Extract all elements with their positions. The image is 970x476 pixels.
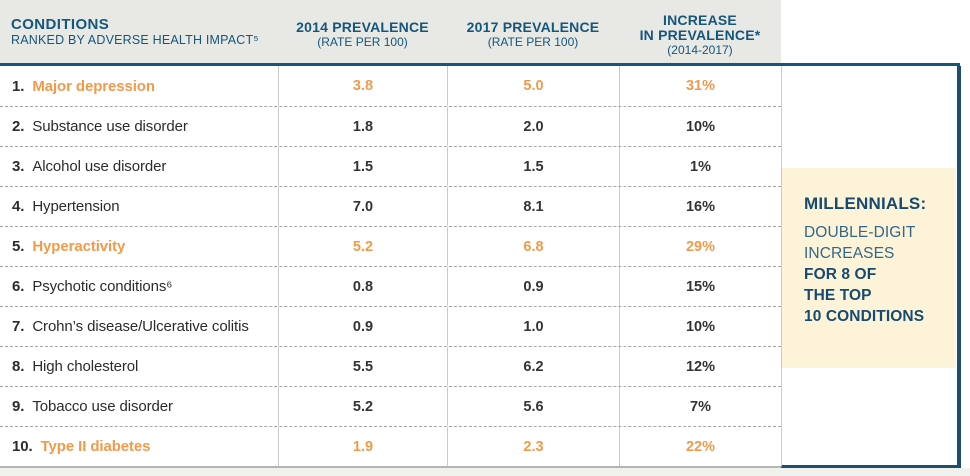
increase-value: 12%: [619, 347, 781, 386]
increase-value: 15%: [619, 267, 781, 306]
prevalence-2017-value: 8.1: [447, 187, 619, 226]
prevalence-2014-value: 5.2: [278, 387, 447, 426]
increase-value: 22%: [619, 427, 781, 466]
condition-cell: 7. Crohn’s disease/Ulcerative colitis: [0, 318, 278, 335]
header-2017-sublabel: (RATE PER 100): [487, 35, 579, 49]
condition-name: Major depression: [32, 77, 155, 95]
prevalence-2017-value: 5.0: [447, 66, 619, 106]
prevalence-2017-value: 6.8: [447, 227, 619, 266]
header-increase: INCREASE IN PREVALENCE* (2014-2017): [619, 0, 781, 63]
condition-cell: 6. Psychotic conditions⁶: [0, 278, 278, 295]
prevalence-2014-value: 7.0: [278, 187, 447, 226]
condition-name: Alcohol use disorder: [32, 158, 167, 175]
condition-name: Hyperactivity: [32, 238, 126, 255]
header-increase-sublabel: (2014-2017): [667, 42, 733, 57]
rank-label: 3.: [12, 158, 25, 175]
table-header: CONDITIONS RANKED BY ADVERSE HEALTH IMPA…: [0, 0, 781, 63]
condition-name: Tobacco use disorder: [32, 398, 173, 415]
callout-line: DOUBLE-DIGIT: [804, 224, 916, 241]
prevalence-2014-value: 1.8: [278, 107, 447, 146]
condition-name: High cholesterol: [32, 358, 139, 375]
callout-line: INCREASES: [804, 245, 895, 262]
increase-value: 10%: [619, 107, 781, 146]
bottom-strip: [0, 468, 970, 476]
conditions-table-body: 1. Major depression 3.8 5.0 31% 2. Substan…: [0, 66, 781, 466]
prevalence-2014-value: 0.8: [278, 267, 447, 306]
condition-cell: 5. Hyperactivity: [0, 238, 278, 255]
condition-cell: 3. Alcohol use disorder: [0, 158, 278, 175]
table-row: 7. Crohn’s disease/Ulcerative colitis 0.9…: [0, 306, 781, 346]
increase-value: 16%: [619, 187, 781, 226]
table-row: 3. Alcohol use disorder 1.5 1.5 1%: [0, 146, 781, 186]
header-conditions: CONDITIONS RANKED BY ADVERSE HEALTH IMPA…: [0, 0, 278, 63]
increase-value: 31%: [619, 66, 781, 106]
condition-cell: 10. Type II diabetes: [0, 438, 278, 455]
rank-label: 4.: [12, 198, 25, 215]
condition-name: Hypertension: [32, 198, 120, 215]
condition-name: Substance use disorder: [32, 118, 188, 135]
callout-title: MILLENNIALS:: [804, 194, 927, 213]
table-row: 4. Hypertension 7.0 8.1 16%: [0, 186, 781, 226]
prevalence-2017-value: 2.3: [447, 427, 619, 466]
header-2014-label: 2014 PREVALENCE: [296, 19, 429, 35]
increase-value: 1%: [619, 147, 781, 186]
header-2014-sublabel: (RATE PER 100): [317, 35, 408, 49]
header-conditions-title: CONDITIONS: [11, 15, 110, 33]
prevalence-2017-value: 1.0: [447, 307, 619, 346]
condition-name: Crohn’s disease/Ulcerative colitis: [32, 318, 249, 335]
rank-label: 10.: [12, 438, 33, 455]
prevalence-2017-value: 0.9: [447, 267, 619, 306]
rank-label: 7.: [12, 318, 25, 335]
prevalence-2014-value: 0.9: [278, 307, 447, 346]
condition-name: Psychotic conditions⁶: [32, 278, 173, 295]
callout-line: FOR 8 OF: [804, 266, 877, 283]
header-2017-prevalence: 2017 PREVALENCE (RATE PER 100): [447, 0, 619, 63]
table-row: 10. Type II diabetes 1.9 2.3 22%: [0, 426, 781, 466]
condition-cell: 4. Hypertension: [0, 198, 278, 215]
rank-label: 6.: [12, 278, 25, 295]
rank-label: 1.: [12, 77, 25, 95]
table-row: 5. Hyperactivity 5.2 6.8 29%: [0, 226, 781, 266]
rank-label: 5.: [12, 238, 25, 255]
rank-label: 9.: [12, 398, 25, 415]
header-2014-prevalence: 2014 PREVALENCE (RATE PER 100): [278, 0, 447, 63]
condition-cell: 9. Tobacco use disorder: [0, 398, 278, 415]
header-divider-rule: [0, 63, 960, 66]
prevalence-2014-value: 3.8: [278, 66, 447, 106]
callout-line: THE TOP: [804, 287, 872, 304]
table-row: 9. Tobacco use disorder 5.2 5.6 7%: [0, 386, 781, 426]
prevalence-2017-value: 2.0: [447, 107, 619, 146]
prevalence-2017-value: 1.5: [447, 147, 619, 186]
prevalence-2017-value: 6.2: [447, 347, 619, 386]
header-conditions-subtitle: RANKED BY ADVERSE HEALTH IMPACT⁵: [11, 32, 259, 47]
table-row: 6. Psychotic conditions⁶ 0.8 0.9 15%: [0, 266, 781, 306]
prevalence-2014-value: 1.9: [278, 427, 447, 466]
table-header-background: [0, 0, 781, 63]
increase-value: 7%: [619, 387, 781, 426]
rank-label: 2.: [12, 118, 25, 135]
header-2017-label: 2017 PREVALENCE: [466, 19, 600, 35]
condition-cell: 1. Major depression: [0, 78, 278, 95]
millennials-callout-panel: MILLENNIALS: DOUBLE-DIGIT INCREASES FOR …: [781, 66, 961, 468]
condition-cell: 8. High cholesterol: [0, 358, 278, 375]
table-row: 8. High cholesterol 5.5 6.2 12%: [0, 346, 781, 386]
prevalence-2014-value: 5.5: [278, 347, 447, 386]
increase-value: 29%: [619, 227, 781, 266]
table-row: 1. Major depression 3.8 5.0 31%: [0, 66, 781, 106]
rank-label: 8.: [12, 358, 25, 375]
condition-cell: 2. Substance use disorder: [0, 118, 278, 135]
condition-name: Type II diabetes: [40, 438, 151, 455]
header-increase-label-2: IN PREVALENCE*: [639, 26, 761, 43]
table-row: 2. Substance use disorder 1.8 2.0 10%: [0, 106, 781, 146]
prevalence-2017-value: 5.6: [447, 387, 619, 426]
prevalence-2014-value: 1.5: [278, 147, 447, 186]
prevalence-2014-value: 5.2: [278, 227, 447, 266]
table-bottom-border: [0, 466, 781, 468]
millennials-callout-box: MILLENNIALS: DOUBLE-DIGIT INCREASES FOR …: [782, 168, 956, 368]
increase-value: 10%: [619, 307, 781, 346]
header-increase-label-1: INCREASE: [663, 11, 737, 28]
callout-line: 10 CONDITIONS: [804, 308, 925, 325]
